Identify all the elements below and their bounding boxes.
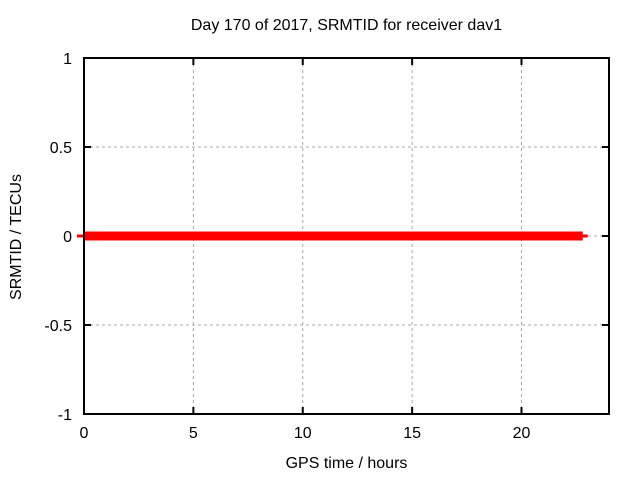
x-tick-label: 20 — [513, 425, 531, 442]
x-axis-label: GPS time / hours — [285, 455, 408, 472]
x-tick-label: 15 — [403, 425, 421, 442]
plot-border — [83, 57, 610, 415]
x-tick-label: 0 — [80, 425, 89, 442]
x-tick-label: 5 — [189, 425, 198, 442]
y-tick-label: 0 — [63, 229, 72, 246]
y-tick-label: 0.5 — [50, 140, 72, 157]
y-tick-label: -1 — [58, 407, 72, 424]
chart-title: Day 170 of 2017, SRMTID for receiver dav… — [190, 17, 503, 34]
y-tick-label: -0.5 — [44, 318, 72, 335]
y-tick-label: 1 — [63, 51, 72, 68]
x-tick-label: 10 — [294, 425, 312, 442]
